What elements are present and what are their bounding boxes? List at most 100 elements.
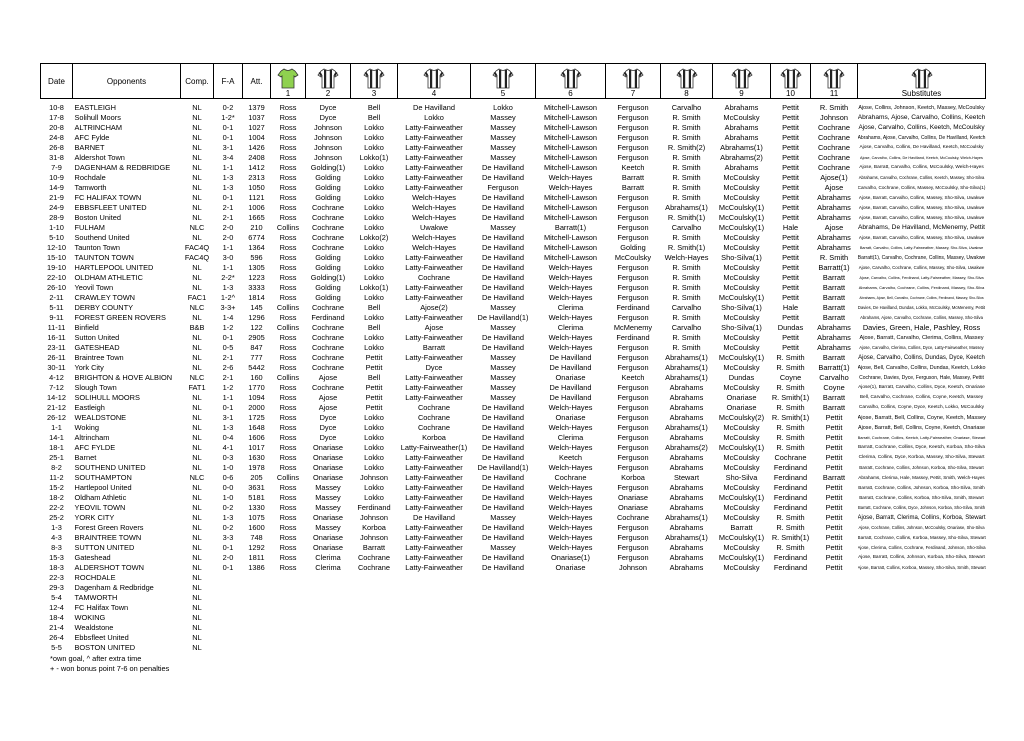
table-row: 12-10 Taunton Town FAC4Q 1-1 1364 Ross Cochran… [41, 243, 986, 253]
cell: 29-3 [49, 583, 64, 592]
cell: Carvalho [671, 223, 702, 232]
shirt-icon [492, 68, 514, 89]
cell: 1665 [248, 213, 265, 222]
empty-cell [271, 593, 306, 603]
cell: Abrahams [669, 393, 704, 402]
cell: 20-8 [49, 123, 64, 132]
cell: McCoulsky [723, 333, 760, 342]
cell: Barratt [422, 343, 446, 352]
cell: 1814 [248, 293, 265, 302]
cell: 1-3 [222, 283, 234, 292]
cell: R. Smith [672, 313, 701, 322]
cell: 3-4 [222, 153, 234, 162]
cell: 1296 [248, 313, 265, 322]
shirt-icon [423, 68, 445, 89]
cell: NL [192, 173, 202, 182]
cell: Massey [490, 543, 516, 552]
cell: Yeovil Town [74, 283, 114, 292]
cell: Braintree Town [74, 353, 124, 362]
table-row: 24-8 AFC Fylde NL 0-1 1004 Ross Johnson Lokko La… [41, 133, 986, 143]
substitutes-cell: Ajose, Barratt, Bell, Collins, Coyne, Ke… [857, 415, 986, 421]
cell: 1379 [248, 103, 265, 112]
table-row: 8-2 SOUTHEND UNITED NL 1-0 1978 Ross Onariase L… [41, 463, 986, 473]
cell: Pettit [365, 363, 383, 372]
cell: 30-11 [47, 363, 66, 372]
cell: 25-1 [49, 453, 64, 462]
empty-cell [811, 643, 858, 653]
cell: 1978 [248, 463, 265, 472]
empty-cell [471, 603, 536, 613]
cell: Ajose [824, 183, 844, 192]
cell: Massey [490, 383, 516, 392]
empty-cell [471, 623, 536, 633]
cell: Pettit [782, 213, 799, 222]
cell: Ferguson [617, 143, 649, 152]
cell: Korboa [422, 433, 446, 442]
cell: 5-10 [49, 233, 64, 242]
substitutes-cell: Ajose, Bell, Carvalho, Collins, Dundas, … [857, 365, 986, 371]
empty-cell [398, 593, 471, 603]
cell: 1-4 [222, 313, 234, 322]
cell: Cochrane [311, 203, 345, 212]
cell: Mitchell-Lawson [544, 103, 597, 112]
cell: Cochrane [817, 123, 851, 132]
empty-cell [271, 613, 306, 623]
notes: *own goal, ^ after extra time + - won bon… [50, 654, 169, 674]
cell: 2-1 [222, 353, 234, 362]
cell: 5181 [248, 493, 265, 502]
cell: McCoulsky(1) [718, 353, 765, 362]
cell: Onariase [618, 503, 648, 512]
cell: 1-3 [222, 513, 234, 522]
cell: McCoulsky [723, 433, 760, 442]
cell: EASTLEIGH [74, 103, 116, 112]
cell: Massey [490, 373, 516, 382]
cell: Barratt [822, 303, 846, 312]
cell: De Havilland [482, 443, 524, 452]
table-row: 15-10 TAUNTON TOWN FAC4Q 3-0 596 Ross Golding L… [41, 253, 986, 263]
cell: 2905 [248, 333, 265, 342]
cell: Ross [279, 163, 297, 172]
cell: Abrahams [669, 453, 704, 462]
cell: Ferguson [617, 213, 649, 222]
cell: Ferguson [617, 313, 649, 322]
cell: 0-1 [222, 193, 234, 202]
empty-cell [271, 643, 306, 653]
cell: Golding [315, 263, 341, 272]
cell: NL [192, 553, 202, 562]
cell: NL [192, 523, 202, 532]
cell: Pettit [782, 313, 799, 322]
cell: Onariase [313, 513, 343, 522]
substitutes-cell: Ajose, Barratt, Clerima, Collins, Korboa… [857, 515, 986, 521]
cell: Ajose [318, 373, 338, 382]
cell: Ajose [824, 223, 844, 232]
cell: De Havilland [549, 393, 592, 402]
cell: Latty-Fairweather [405, 553, 463, 562]
cell: BRIGHTON & HOVE ALBION [74, 373, 173, 382]
cell: 1094 [248, 393, 265, 402]
empty-cell [214, 633, 243, 643]
empty-cell [661, 613, 713, 623]
cell: Pettit [782, 273, 799, 282]
cell: NL [192, 443, 202, 452]
cell: 160 [250, 373, 263, 382]
cell: 1075 [248, 513, 265, 522]
empty-cell [243, 593, 271, 603]
cell: Massey [490, 513, 516, 522]
empty-cell [306, 583, 351, 593]
cell: NL [192, 123, 202, 132]
empty-cell [606, 573, 661, 583]
table-row: 9-11 FOREST GREEN ROVERS NL 1-4 1296 Ross Ferd… [41, 313, 986, 323]
empty-cell [306, 643, 351, 653]
note: *own goal, ^ after extra time [50, 654, 142, 663]
cell: Massey [315, 483, 341, 492]
shirt-icon [363, 68, 385, 89]
cell: Latty-Fairweather [405, 353, 463, 362]
cell: R. Smith [776, 353, 805, 362]
cell: 12-4 [49, 603, 64, 612]
cell: Onariase [555, 373, 586, 382]
empty-cell [214, 643, 243, 653]
table-row: 28-9 Boston United NL 2-1 1665 Ross Cochrane Lo… [41, 213, 986, 223]
cell: 7-9 [51, 163, 62, 172]
cell: Solihull Moors [74, 113, 121, 122]
cell: NL [192, 333, 202, 342]
